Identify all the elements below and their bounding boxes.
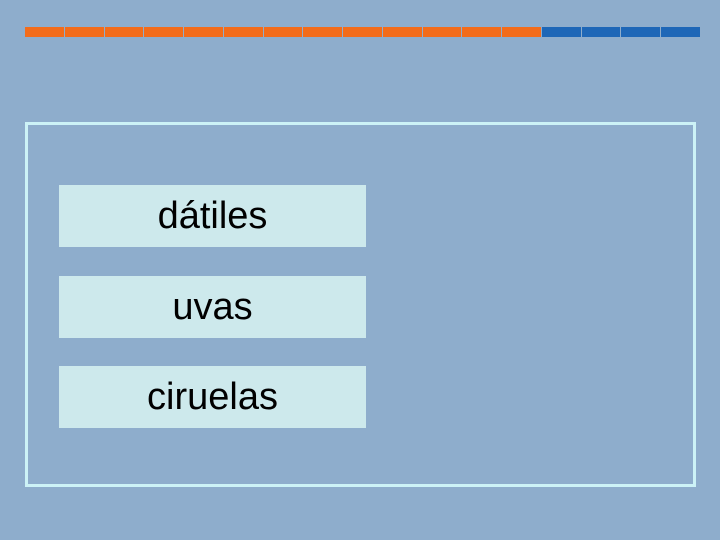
progress-todo-segment [661,27,701,37]
word-card[interactable]: dátiles [59,185,366,247]
word-card[interactable]: ciruelas [59,366,366,428]
progress-done-segment [263,27,303,37]
progress-done-segment [343,27,382,37]
progress-done-segment [184,27,223,37]
word-card[interactable]: uvas [59,276,366,338]
progress-todo-segment [581,27,621,37]
answer-frame [25,122,696,487]
progress-done-segment [223,27,263,37]
progress-done-segment [25,27,64,37]
progress-done-segment [104,27,144,37]
progress-bar [25,27,701,37]
progress-todo-segment [541,27,581,37]
progress-done-segment [303,27,343,37]
progress-todo-segment [621,27,661,37]
progress-done-segment [502,27,541,37]
progress-done-segment [422,27,462,37]
progress-done-segment [144,27,184,37]
progress-done-segment [382,27,422,37]
progress-done-segment [64,27,104,37]
progress-done-segment [462,27,502,37]
